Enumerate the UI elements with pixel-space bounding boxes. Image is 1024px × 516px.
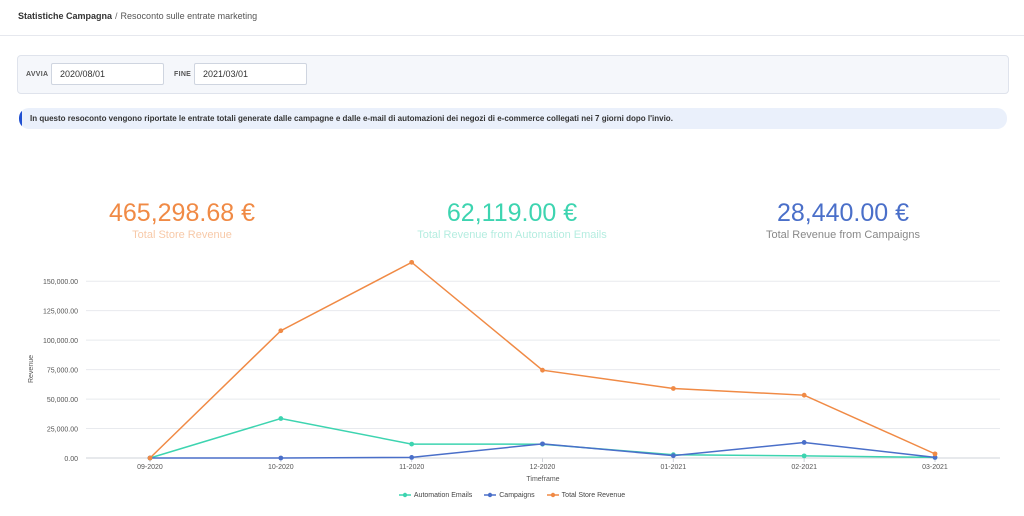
chart-legend: Automation Emails Campaigns Total Store Re… — [0, 492, 1024, 499]
legend-item[interactable]: Campaigns — [484, 492, 535, 499]
info-text: In questo resoconto vengono riportate le… — [30, 114, 673, 123]
data-point-automation-emails — [409, 441, 415, 447]
x-tick-label: 10-2020 — [268, 464, 294, 471]
stat-label: Total Revenue from Campaigns — [765, 229, 921, 241]
end-date-input[interactable] — [194, 63, 307, 85]
breadcrumb-separator: / — [115, 11, 118, 21]
y-tick-label: 0.00 — [64, 456, 78, 463]
data-point-total-store-revenue — [409, 260, 415, 265]
data-point-campaigns — [540, 441, 545, 447]
data-point-campaigns — [801, 440, 807, 445]
data-point-campaigns — [932, 455, 938, 460]
stat-campaign-revenue: 28,440.00 € Total Revenue from Campaigns — [693, 199, 993, 242]
date-filter-panel: AVVIA FINE — [17, 55, 1009, 94]
x-axis-title: Timeframe — [526, 476, 559, 483]
y-tick-label: 50,000.00 — [47, 397, 78, 404]
data-point-campaigns — [670, 453, 676, 459]
data-point-campaigns — [409, 455, 415, 460]
data-point-automation-emails — [278, 416, 284, 421]
legend-swatch-dot — [402, 492, 408, 498]
y-tick-label: 125,000.00 — [43, 309, 78, 316]
top-bar: Statistiche Campagna / Resoconto sulle ent… — [0, 0, 1024, 36]
data-point-total-store-revenue — [932, 451, 938, 457]
breadcrumb-subtitle: Resoconto sulle entrate marketing — [120, 11, 258, 21]
data-point-campaigns — [278, 455, 284, 461]
legend-label: Total Store Revenue — [561, 492, 626, 499]
start-date-label: AVVIA — [26, 71, 49, 78]
y-tick-label: 25,000.00 — [47, 427, 78, 434]
y-axis-title: Revenue — [28, 355, 35, 383]
stat-total-store-revenue: 465,298.68 € Total Store Revenue — [32, 199, 332, 242]
info-accent-bar — [19, 110, 22, 127]
data-point-total-store-revenue — [278, 328, 284, 334]
end-date-label: FINE — [174, 71, 192, 78]
stat-value: 28,440.00 € — [776, 199, 910, 227]
x-tick-label: 12-2020 — [530, 464, 556, 471]
y-tick-label: 100,000.00 — [43, 338, 78, 345]
stat-automation-revenue: 62,119.00 € Total Revenue from Automatio… — [362, 199, 662, 242]
data-point-total-store-revenue — [540, 367, 545, 373]
legend-label: Campaigns — [499, 492, 535, 499]
stat-value: 465,298.68 € — [109, 199, 255, 227]
y-tick-label: 75,000.00 — [47, 368, 78, 375]
legend-swatch-icon — [484, 492, 497, 498]
start-date-input[interactable] — [51, 63, 164, 85]
info-banner: In questo resoconto vengono riportate le… — [19, 108, 1007, 129]
breadcrumb: Statistiche Campagna / Resoconto sulle ent… — [18, 11, 257, 21]
series-line-automation-emails — [149, 417, 936, 459]
legend-item[interactable]: Total Store Revenue — [546, 492, 626, 499]
breadcrumb-current[interactable]: Statistiche Campagna — [18, 11, 113, 21]
x-tick-label: 03-2021 — [922, 464, 948, 471]
data-point-total-store-revenue — [147, 455, 153, 461]
data-point-automation-emails — [801, 453, 807, 459]
x-tick-label: 09-2020 — [137, 464, 163, 471]
revenue-line-chart: 0.00 25,000.00 50,000.00 75,000.00 100,000.0… — [28, 260, 1000, 483]
legend-item[interactable]: Automation Emails — [398, 492, 473, 499]
x-tick-label: 02-2021 — [791, 464, 817, 471]
x-tick-label: 11-2020 — [399, 464, 424, 471]
data-point-total-store-revenue — [801, 392, 807, 398]
stat-value: 62,119.00 € — [446, 199, 578, 227]
legend-swatch-dot — [550, 492, 555, 498]
y-tick-label: 150,000.00 — [43, 279, 78, 286]
x-tick-label: 01-2021 — [660, 464, 686, 471]
stat-label: Total Store Revenue — [132, 229, 232, 241]
legend-swatch-icon — [398, 492, 411, 498]
legend-label: Automation Emails — [413, 492, 473, 499]
data-point-total-store-revenue — [670, 386, 676, 391]
legend-swatch-dot — [488, 492, 493, 498]
stat-label: Total Revenue from Automation Emails — [417, 229, 607, 241]
legend-swatch-icon — [546, 492, 559, 498]
